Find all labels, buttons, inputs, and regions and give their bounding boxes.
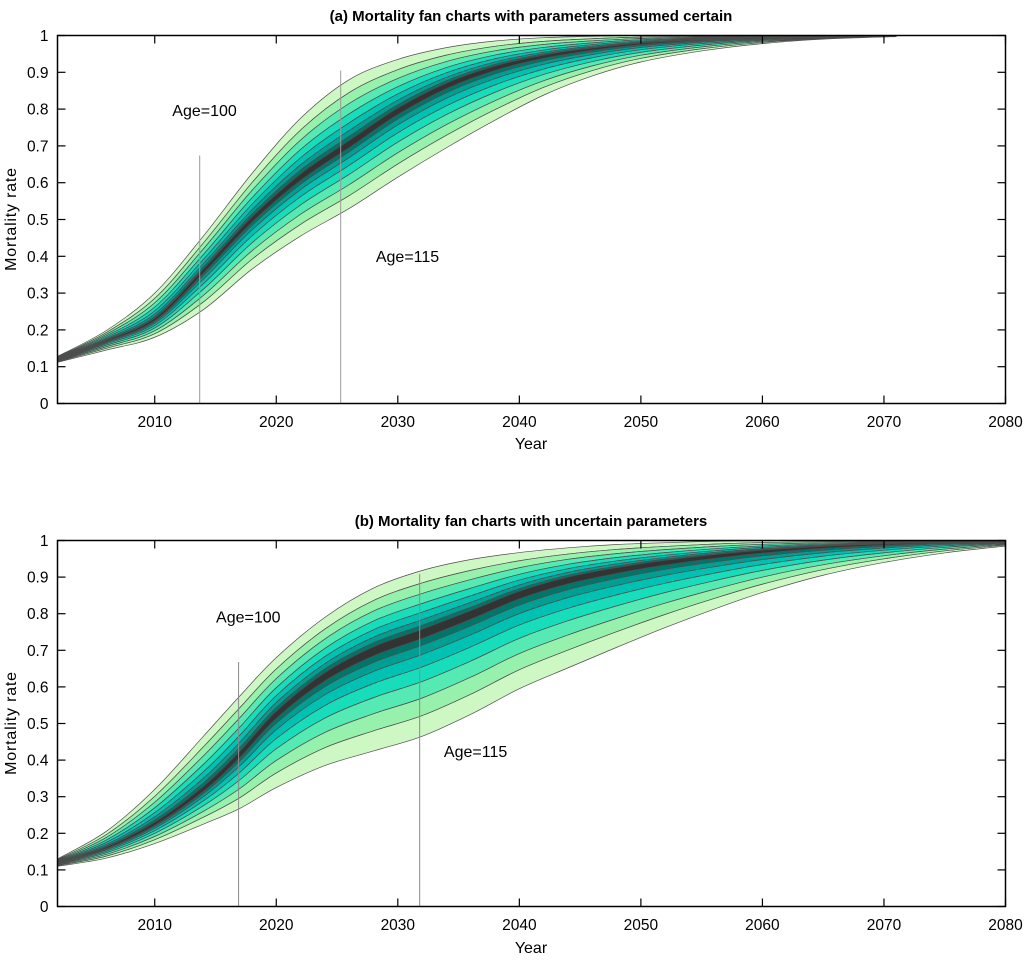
x-tick-label: 2060	[745, 414, 780, 431]
y-tick-label: 0.7	[27, 138, 49, 155]
x-tick-label: 2040	[502, 414, 537, 431]
y-tick-label: 0.2	[27, 322, 49, 339]
x-tick-label: 2020	[259, 917, 294, 934]
panel-a: (a) Mortality fan charts with parameters…	[3, 8, 1023, 453]
y-tick-label: 1	[40, 28, 49, 45]
x-tick-label: 2050	[624, 917, 659, 934]
x-tick-label: 2060	[745, 917, 780, 934]
annotation-label-age-100: Age=100	[172, 103, 237, 120]
axis-ticks: 2010 2020 2030 2040 2050 2060 2070 2080 0 0.1 0.2 0…	[27, 533, 1023, 934]
panel-a-ylabel: Mortality rate	[3, 167, 20, 271]
panel-a-xlabel: Year	[515, 436, 548, 453]
y-tick-label: 0.9	[27, 65, 49, 82]
y-tick-label: 0.7	[27, 643, 49, 660]
x-tick-label: 2080	[988, 414, 1023, 431]
y-tick-label: 1	[40, 533, 49, 550]
x-tick-label: 2050	[624, 414, 659, 431]
y-tick-label: 0.3	[27, 789, 49, 806]
fan-bands	[57, 35, 897, 363]
y-tick-label: 0.2	[27, 826, 49, 843]
y-tick-label: 0.4	[27, 753, 49, 770]
x-tick-label: 2080	[988, 917, 1023, 934]
x-tick-label: 2020	[259, 414, 294, 431]
panel-b-xlabel: Year	[515, 940, 548, 957]
panel-b-ylabel: Mortality rate	[3, 671, 20, 775]
y-tick-label: 0.9	[27, 570, 49, 587]
y-tick-label: 0.8	[27, 606, 49, 623]
x-tick-label: 2070	[867, 414, 902, 431]
x-tick-label: 2030	[381, 414, 416, 431]
x-tick-label: 2040	[502, 917, 537, 934]
annotation-label-age-115: Age=115	[444, 744, 507, 761]
panel-b: (b) Mortality fan charts with uncertain …	[3, 513, 1023, 957]
y-tick-label: 0.5	[27, 212, 49, 229]
x-tick-label: 2030	[381, 917, 416, 934]
axis-ticks: 2010 2020 2030 2040 2050 2060 2070 2080 0 0.1 0.2 0…	[27, 28, 1023, 431]
y-tick-label: 0.6	[27, 175, 49, 192]
annotation-label-age-115: Age=115	[376, 249, 439, 266]
y-tick-label: 0.1	[27, 359, 49, 376]
panel-b-title: (b) Mortality fan charts with uncertain …	[355, 513, 708, 530]
panel-a-title: (a) Mortality fan charts with parameters…	[330, 8, 733, 25]
y-tick-label: 0.5	[27, 716, 49, 733]
x-tick-label: 2010	[137, 917, 172, 934]
y-tick-label: 0.3	[27, 286, 49, 303]
y-tick-label: 0	[40, 396, 49, 413]
y-tick-label: 0	[40, 899, 49, 916]
fan-bands	[57, 540, 1006, 867]
x-tick-label: 2070	[867, 917, 902, 934]
fan-median-band	[57, 540, 1006, 864]
x-tick-label: 2010	[137, 414, 172, 431]
y-tick-label: 0.6	[27, 679, 49, 696]
y-tick-label: 0.1	[27, 862, 49, 879]
annotation-label-age-100: Age=100	[216, 609, 281, 626]
y-tick-label: 0.8	[27, 102, 49, 119]
y-tick-label: 0.4	[27, 249, 49, 266]
